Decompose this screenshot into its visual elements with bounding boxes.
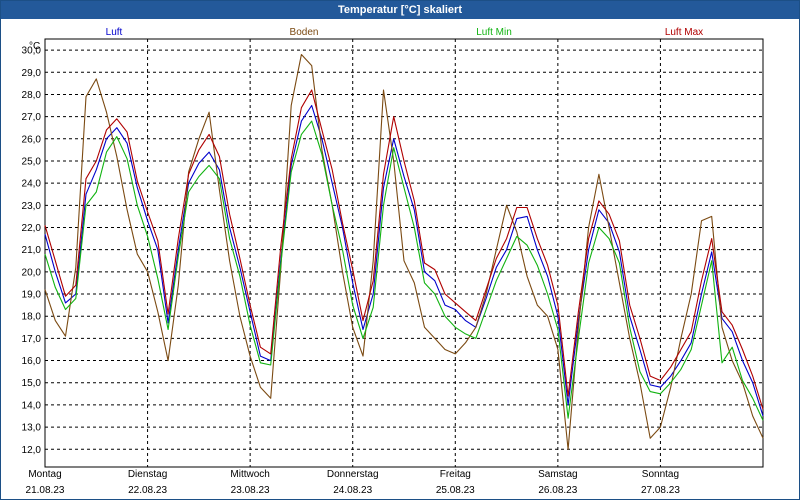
- series-line: [44, 89, 764, 410]
- y-tick-label: 12,0: [22, 445, 42, 456]
- y-tick-label: 25,0: [22, 156, 42, 167]
- x-date-label: 23.08.23: [231, 485, 270, 496]
- x-day-label: Sonntag: [642, 469, 679, 480]
- y-tick-label: 13,0: [22, 423, 42, 434]
- x-day-label: Mittwoch: [230, 469, 269, 480]
- window-title: Temperatur [°C] skaliert: [1, 1, 799, 19]
- x-date-label: 21.08.23: [26, 485, 65, 496]
- y-tick-label: 30,0: [22, 46, 42, 57]
- y-tick-label: 21,0: [22, 245, 42, 256]
- y-axis-unit-label: °C: [29, 41, 40, 52]
- x-date-label: 22.08.23: [128, 485, 167, 496]
- y-axis-ticks: 12,0 13,0 14,0 15,0 16,0 17,0 18,0 19,0 20,0 21,0…: [22, 46, 42, 456]
- series-lines: [44, 53, 764, 450]
- y-tick-label: 14,0: [22, 400, 42, 411]
- y-tick-label: 23,0: [22, 201, 42, 212]
- y-tick-label: 28,0: [22, 90, 42, 101]
- grid: [45, 39, 763, 467]
- y-tick-label: 27,0: [22, 112, 42, 123]
- x-date-label: 27.08.23: [641, 485, 680, 496]
- y-tick-label: 22,0: [22, 223, 42, 234]
- legend-entry: Boden: [290, 27, 319, 38]
- x-date-label: 24.08.23: [333, 485, 372, 496]
- series-line: [44, 53, 764, 450]
- x-day-label: Dienstag: [128, 469, 167, 480]
- legend-entry: Luft Min: [476, 27, 512, 38]
- y-tick-label: 16,0: [22, 356, 42, 367]
- y-tick-label: 26,0: [22, 134, 42, 145]
- y-tick-label: 29,0: [22, 68, 42, 79]
- y-tick-label: 15,0: [22, 378, 42, 389]
- y-tick-label: 17,0: [22, 334, 42, 345]
- x-day-label: Montag: [28, 469, 61, 480]
- x-date-label: 26.08.23: [538, 485, 577, 496]
- x-day-label: Samstag: [538, 469, 577, 480]
- legend-entry: Luft Max: [665, 27, 703, 38]
- x-day-label: Donnerstag: [327, 469, 379, 480]
- x-axis-day-labels: Montag 21.08.23 Dienstag 22.08.23 Mittwoch 23…: [26, 469, 681, 496]
- x-day-label: Freitag: [440, 469, 471, 480]
- legend-entry: Luft: [106, 27, 123, 38]
- series-line: [44, 104, 764, 417]
- y-tick-label: 24,0: [22, 179, 42, 190]
- temperature-chart: °C 12,0 13,0 14,0 15,0 16,0 17,0 18,0 19,0 20,0 2…: [22, 27, 764, 496]
- y-tick-label: 20,0: [22, 267, 42, 278]
- y-tick-label: 18,0: [22, 312, 42, 323]
- legend: Luft Boden Luft Min Luft Max: [106, 27, 704, 38]
- series-line: [44, 120, 764, 421]
- y-tick-label: 19,0: [22, 290, 42, 301]
- plot-frame: [44, 38, 764, 468]
- x-date-label: 25.08.23: [436, 485, 475, 496]
